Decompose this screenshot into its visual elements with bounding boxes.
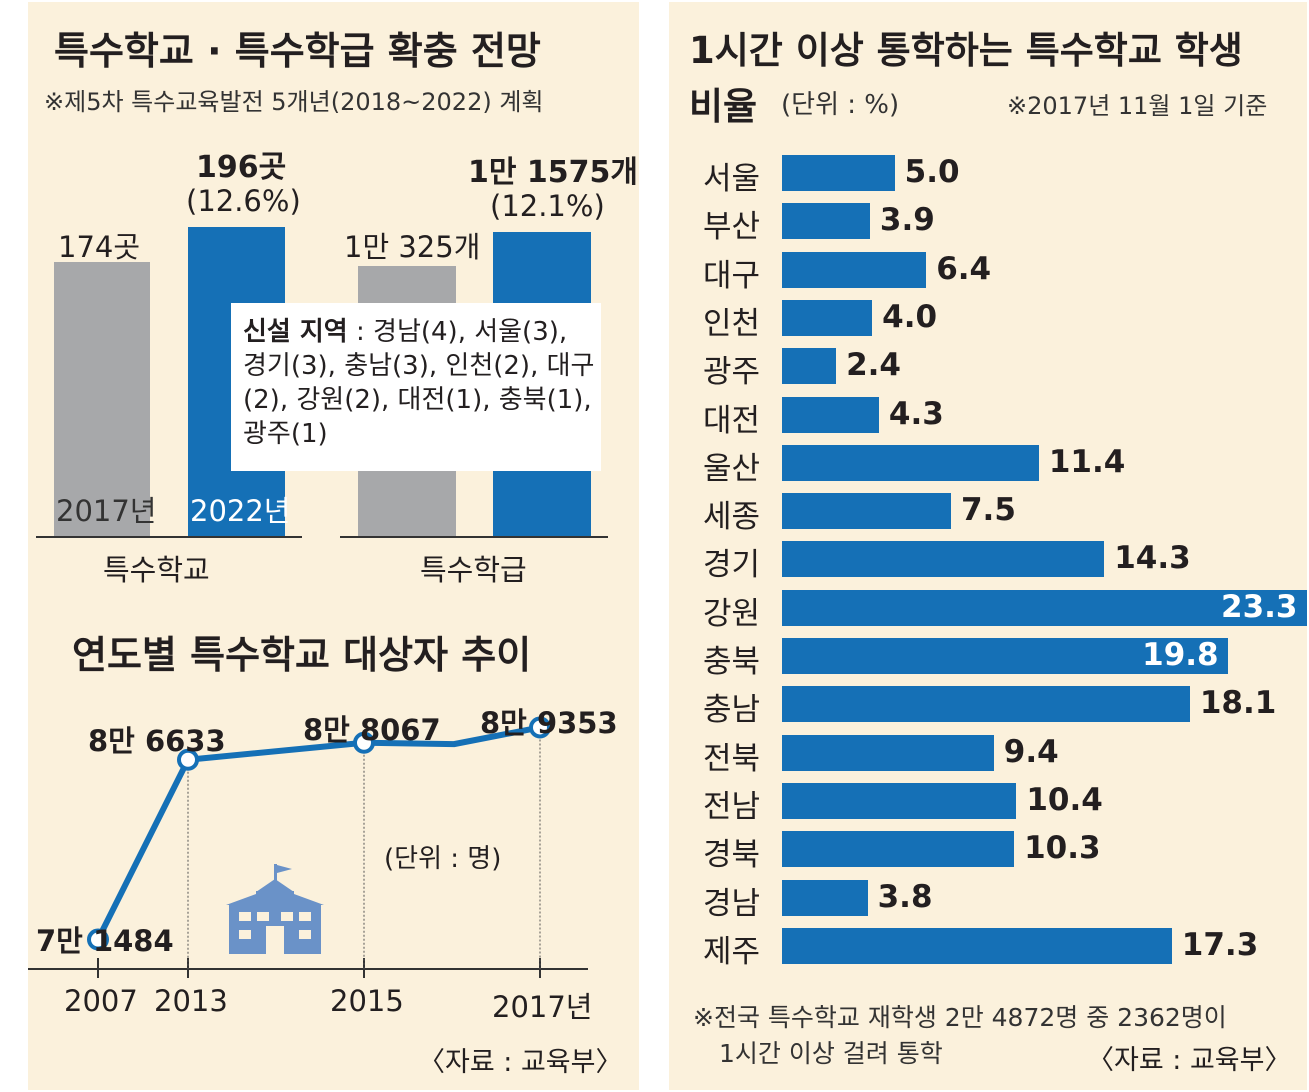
region-value: 11.4	[1048, 443, 1126, 480]
commute-footnote-2: 1시간 이상 걸려 통학	[719, 1039, 943, 1068]
trend-unit: (단위 : 명)	[384, 844, 502, 874]
year-label-2017: 2017년	[56, 494, 157, 528]
label-school-2022: 196곳	[196, 150, 287, 185]
group-label-class: 특수학급	[420, 553, 527, 587]
school-icon	[226, 864, 324, 954]
region-value: 10.4	[1026, 781, 1103, 818]
region-value: 23.3	[1221, 588, 1298, 625]
region-bar	[782, 831, 1015, 868]
trend-chart	[28, 716, 588, 978]
region-value: 3.8	[877, 878, 933, 915]
region-label: 울산	[703, 450, 761, 487]
left-panel: 특수학교 · 특수학급 확충 전망 ※제5차 특수교육발전 5개년(2018~2…	[28, 2, 639, 1090]
point-2007	[87, 928, 109, 951]
bar-school-2017	[54, 262, 150, 536]
commute-bar-chart: 서울 5.0 부산 3.9 대구 6.4 인천 4.0 광주 2.4 대전 4.3 울산 11.4 세종 7.…	[669, 2, 1307, 982]
region-value: 5.0	[904, 154, 960, 190]
region-bar	[782, 686, 1190, 723]
trend-guides	[187, 739, 541, 969]
point-2017	[529, 716, 551, 739]
region-bar	[782, 203, 870, 240]
region-label: 세종	[703, 499, 761, 536]
region-label: 충남	[703, 692, 761, 729]
year-label-2022: 2022년	[190, 494, 291, 528]
label-school-2017: 174곳	[58, 230, 141, 264]
region-bar	[782, 444, 1039, 481]
region-value: 6.4	[936, 250, 992, 287]
new-regions-list: : 경남(4), 서울(3), 경기(3), 충남(3), 인천(2), 대구(…	[243, 317, 595, 449]
new-regions-text: 신설 지역 : 경남(4), 서울(3), 경기(3), 충남(3), 인천(2…	[243, 315, 595, 451]
year-2013: 2013	[154, 984, 228, 1018]
new-regions-label: 신설 지역	[243, 317, 348, 347]
expansion-subtitle: ※제5차 특수교육발전 5개년(2018~2022) 계획	[44, 88, 544, 116]
region-label: 전남	[703, 788, 761, 825]
region-value: 14.3	[1114, 540, 1191, 577]
region-bar	[782, 396, 879, 433]
region-value: 3.9	[879, 202, 935, 239]
region-bar	[782, 541, 1105, 578]
region-label: 전북	[703, 740, 761, 777]
region-label: 충북	[703, 644, 761, 680]
right-panel: 1시간 이상 통학하는 특수학교 학생 비율 (단위 : %) ※2017년 1…	[669, 2, 1307, 1090]
commute-source: 〈자료 : 교육부〉	[1087, 1045, 1292, 1076]
region-bar	[782, 348, 837, 385]
region-value: 7.5	[960, 492, 1016, 529]
region-value: 18.1	[1199, 685, 1277, 722]
commute-footnote-1: ※전국 특수학교 재학생 2만 4872명 중 2362명이	[693, 1003, 1227, 1032]
region-value: 10.3	[1024, 830, 1101, 867]
trend-title: 연도별 특수학교 대상자 추이	[72, 633, 532, 677]
region-label: 제주	[703, 933, 761, 970]
region-bar	[782, 251, 927, 288]
trend-source: 〈자료 : 교육부〉	[418, 1047, 623, 1078]
region-value: 4.0	[882, 298, 938, 335]
year-2017: 2017년	[492, 990, 593, 1024]
region-bar	[782, 734, 994, 771]
region-value: 9.4	[1003, 733, 1059, 770]
region-bar	[782, 299, 873, 336]
commute-title-line1: 1시간 이상 통학하는 특수학교 학생	[689, 29, 1243, 72]
region-value: 2.4	[846, 347, 901, 384]
region-bar	[782, 589, 1307, 626]
label-school-2022-pct: (12.6%)	[186, 184, 301, 218]
commute-date-note: ※2017년 11월 1일 기준	[1007, 92, 1268, 120]
region-bar	[782, 155, 895, 191]
region-value: 19.8	[1142, 637, 1219, 673]
region-label: 경남	[703, 885, 761, 922]
expansion-title: 특수학교 · 특수학급 확충 전망	[54, 29, 541, 73]
region-label: 광주	[703, 354, 761, 391]
point-label-2017: 8만 9353	[480, 706, 618, 740]
region-value: 4.3	[888, 395, 944, 432]
region-label: 서울	[703, 161, 761, 197]
new-regions-box: 신설 지역 : 경남(4), 서울(3), 경기(3), 충남(3), 인천(2…	[231, 303, 601, 471]
region-label: 인천	[703, 305, 761, 342]
region-bar	[782, 927, 1172, 964]
point-2015	[353, 731, 375, 754]
region-value: 17.3	[1181, 926, 1259, 963]
region-label: 경기	[703, 547, 761, 584]
label-class-2017: 1만 325개	[344, 230, 481, 264]
region-label: 경북	[703, 837, 761, 874]
year-2007: 2007	[64, 984, 138, 1018]
group-label-school: 특수학교	[103, 553, 210, 587]
region-label: 강원	[703, 595, 761, 632]
commute-unit: (단위 : %)	[781, 90, 900, 120]
region-bar	[782, 879, 868, 916]
baseline-school	[36, 536, 302, 538]
trend-points	[87, 716, 551, 951]
point-label-2013: 8만 6633	[88, 724, 226, 758]
year-2015: 2015	[330, 984, 404, 1018]
region-bar	[782, 638, 1229, 674]
point-2013	[177, 748, 199, 771]
region-label: 대구	[703, 257, 761, 294]
region-label: 대전	[703, 402, 761, 439]
point-label-2015: 8만 8067	[303, 713, 441, 747]
label-class-2022-pct: (12.1%)	[490, 189, 605, 223]
region-label: 부산	[703, 209, 761, 246]
label-class-2022: 1만 1575개	[468, 155, 639, 190]
baseline-class	[340, 536, 608, 538]
point-label-2007: 7만 1484	[36, 924, 174, 958]
region-bar	[782, 782, 1017, 819]
commute-title-line2: 비율	[689, 85, 758, 128]
region-bar	[782, 493, 951, 530]
